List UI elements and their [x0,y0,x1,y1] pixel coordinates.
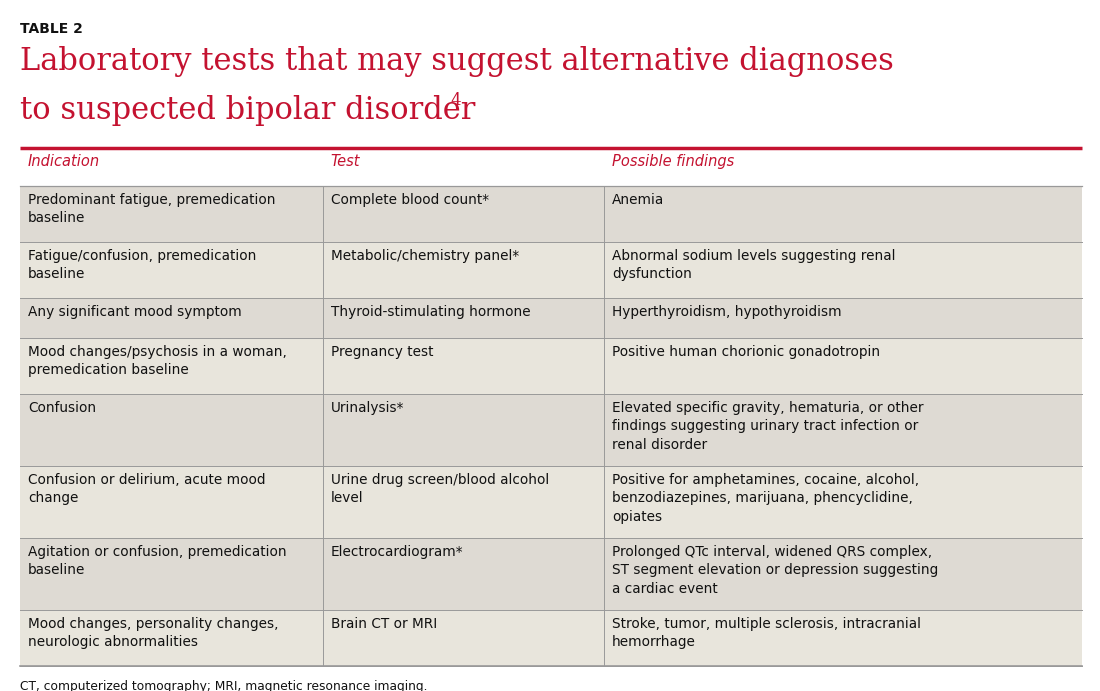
Text: Mood changes, personality changes,
neurologic abnormalities: Mood changes, personality changes, neuro… [28,617,278,650]
Text: Urinalysis*: Urinalysis* [331,401,404,415]
Text: Elevated specific gravity, hematuria, or other
findings suggesting urinary tract: Elevated specific gravity, hematuria, or… [612,401,924,452]
Text: Stroke, tumor, multiple sclerosis, intracranial
hemorrhage: Stroke, tumor, multiple sclerosis, intra… [612,617,921,650]
Text: Anemia: Anemia [612,193,664,207]
Text: Thyroid-stimulating hormone: Thyroid-stimulating hormone [331,305,530,319]
Text: Abnormal sodium levels suggesting renal
dysfunction: Abnormal sodium levels suggesting renal … [612,249,895,281]
Text: Brain CT or MRI: Brain CT or MRI [331,617,437,631]
Text: Laboratory tests that may suggest alternative diagnoses: Laboratory tests that may suggest altern… [20,46,894,77]
Bar [20,298,1082,338]
Text: Prolonged QTc interval, widened QRS complex,
ST segment elevation or depression : Prolonged QTc interval, widened QRS comp… [612,545,938,596]
Text: Positive human chorionic gonadotropin: Positive human chorionic gonadotropin [612,345,880,359]
Text: 4: 4 [450,92,461,109]
Text: Any significant mood symptom: Any significant mood symptom [28,305,242,319]
Text: Agitation or confusion, premedication
baseline: Agitation or confusion, premedication ba… [28,545,287,578]
Text: TABLE 2: TABLE 2 [20,22,82,36]
Text: Indication: Indication [28,154,100,169]
Text: Hyperthyroidism, hypothyroidism: Hyperthyroidism, hypothyroidism [612,305,842,319]
Text: Metabolic/chemistry panel*: Metabolic/chemistry panel* [331,249,519,263]
Text: Confusion: Confusion [28,401,96,415]
Text: CT, computerized tomography; MRI, magnetic resonance imaging.: CT, computerized tomography; MRI, magnet… [20,680,428,691]
Text: Predominant fatigue, premedication
baseline: Predominant fatigue, premedication basel… [28,193,275,225]
Text: to suspected bipolar disorder: to suspected bipolar disorder [20,95,475,126]
Bar [20,394,1082,466]
Bar [20,338,1082,394]
Text: Pregnancy test: Pregnancy test [331,345,433,359]
Text: Complete blood count*: Complete blood count* [331,193,488,207]
Bar [20,242,1082,298]
Bar [20,466,1082,538]
Text: Fatigue/confusion, premedication
baseline: Fatigue/confusion, premedication baselin… [28,249,256,281]
Text: Confusion or delirium, acute mood
change: Confusion or delirium, acute mood change [28,473,265,505]
Text: Urine drug screen/blood alcohol
level: Urine drug screen/blood alcohol level [331,473,549,505]
Text: Test: Test [331,154,360,169]
Text: Positive for amphetamines, cocaine, alcohol,
benzodiazepines, marijuana, phencyc: Positive for amphetamines, cocaine, alco… [612,473,920,524]
Bar [20,186,1082,242]
Text: Possible findings: Possible findings [612,154,735,169]
Text: Mood changes/psychosis in a woman,
premedication baseline: Mood changes/psychosis in a woman, preme… [28,345,287,377]
Bar [20,610,1082,666]
Text: Electrocardiogram*: Electrocardiogram* [331,545,463,559]
Bar [20,538,1082,610]
